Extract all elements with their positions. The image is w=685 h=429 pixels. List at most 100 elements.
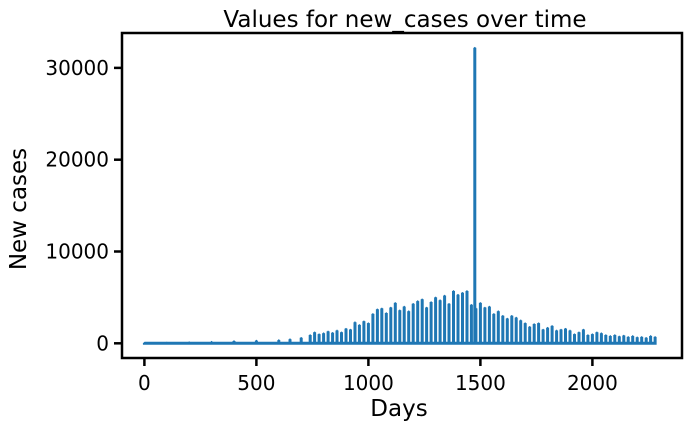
data-point — [605, 334, 607, 336]
data-point — [318, 333, 320, 335]
data-point — [390, 306, 392, 309]
data-point — [416, 300, 419, 302]
data-point — [345, 327, 347, 330]
data-point — [596, 331, 598, 334]
data-point — [569, 329, 571, 332]
data-point — [578, 331, 580, 334]
data-point — [622, 334, 625, 337]
data-point — [457, 293, 459, 296]
data-point — [233, 340, 235, 342]
data-point — [278, 339, 280, 341]
data-point — [609, 335, 612, 337]
data-point — [551, 325, 553, 327]
data-point — [376, 308, 379, 311]
data-point — [515, 316, 518, 319]
data-point — [618, 335, 621, 338]
y-tick-label: 30000 — [45, 56, 109, 80]
data-point — [439, 299, 441, 301]
data-point — [349, 328, 352, 331]
data-point — [430, 301, 432, 303]
y-tick-label: 10000 — [45, 240, 109, 264]
data-point — [528, 325, 531, 328]
data-point — [434, 296, 437, 299]
data-point — [461, 292, 464, 294]
data-point — [425, 306, 428, 309]
x-tick-label: 500 — [237, 371, 275, 395]
data-point — [372, 313, 374, 315]
data-point — [510, 314, 513, 317]
data-point — [537, 322, 540, 324]
y-tick-label: 20000 — [45, 148, 109, 172]
data-point — [502, 314, 504, 317]
data-point — [479, 302, 482, 304]
data-point — [448, 303, 450, 305]
data-point — [533, 323, 535, 325]
chart-title: Values for new_cases over time — [223, 7, 586, 33]
data-point — [645, 337, 647, 339]
y-axis-label: New cases — [6, 148, 32, 270]
data-point — [255, 339, 258, 342]
data-point — [488, 305, 491, 308]
plot-frame — [120, 31, 684, 360]
data-point — [542, 328, 544, 331]
data-point — [636, 336, 638, 339]
data-point — [497, 310, 500, 312]
data-point — [587, 334, 589, 336]
data-point — [546, 326, 549, 329]
data-point — [519, 319, 522, 322]
data-point — [403, 305, 406, 308]
data-point — [591, 333, 594, 335]
data-point — [600, 332, 603, 335]
data-point — [452, 290, 455, 292]
data-point — [210, 340, 213, 343]
data-point — [327, 330, 329, 333]
data-point — [313, 331, 316, 334]
data-point — [394, 302, 397, 304]
data-point — [300, 337, 303, 339]
data-point — [506, 317, 509, 320]
data-point — [649, 335, 652, 337]
data-point — [614, 334, 616, 336]
data-point — [573, 333, 576, 335]
data-point — [555, 329, 558, 332]
data-point — [631, 335, 634, 337]
data-point — [354, 321, 356, 323]
data-point — [443, 294, 446, 297]
data-point — [398, 309, 401, 312]
data-point — [466, 290, 468, 292]
series-line-0 — [142, 47, 657, 345]
x-tick-label: 1500 — [455, 371, 506, 395]
data-point — [654, 336, 656, 338]
x-tick-label: 2000 — [567, 371, 618, 395]
x-tick-label: 0 — [138, 371, 151, 395]
data-point — [474, 46, 476, 49]
data-point — [340, 331, 343, 334]
x-axis-label: Days — [370, 396, 427, 422]
y-tick-label: 0 — [96, 331, 109, 355]
data-point — [412, 303, 415, 305]
data-point — [143, 342, 146, 344]
data-point — [385, 312, 388, 314]
data-point — [564, 327, 567, 330]
data-point — [331, 331, 334, 334]
data-point — [493, 313, 495, 315]
data-point — [289, 338, 291, 340]
data-point — [367, 322, 370, 324]
data-point — [421, 298, 423, 301]
data-point — [381, 307, 383, 310]
data-point — [470, 303, 473, 306]
data-point — [336, 329, 338, 332]
data-point — [582, 328, 585, 331]
data-point — [475, 307, 477, 310]
data-point — [363, 320, 365, 323]
x-tick-label: 1000 — [343, 371, 394, 395]
data-point — [358, 324, 361, 326]
data-point — [560, 328, 562, 331]
data-point — [166, 341, 168, 344]
data-point — [627, 336, 630, 338]
data-point — [640, 336, 643, 338]
data-point — [188, 341, 190, 344]
plot-area — [142, 46, 657, 345]
